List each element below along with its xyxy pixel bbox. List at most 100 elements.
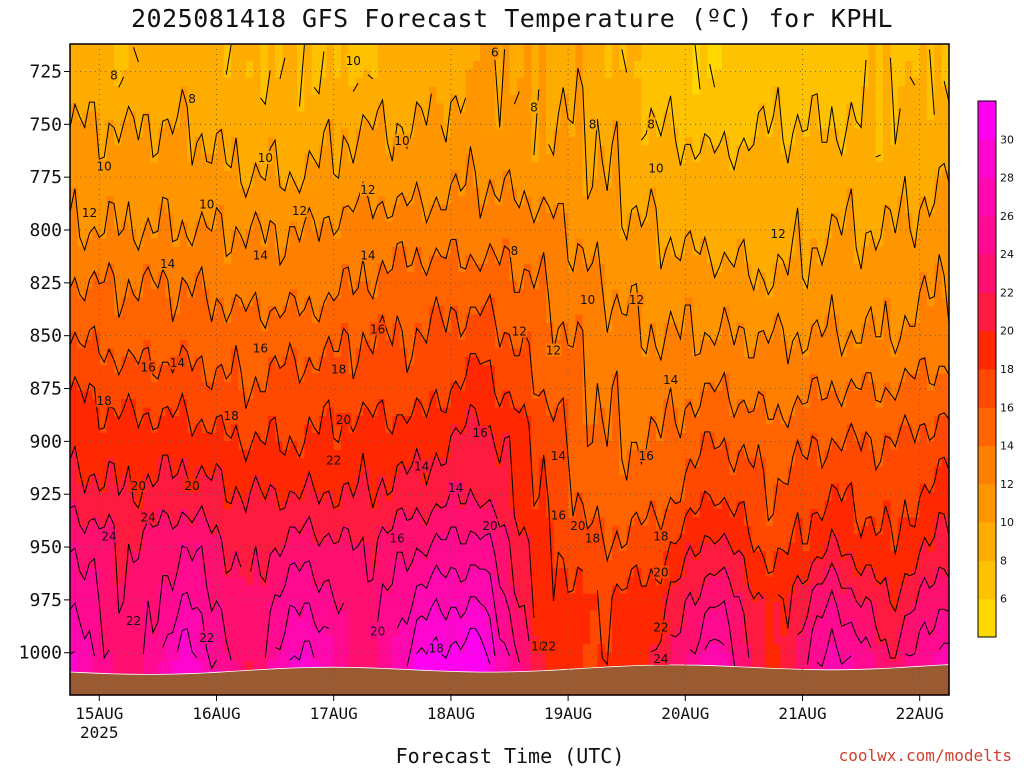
field-cell (450, 618, 459, 628)
field-cell (209, 483, 218, 493)
field-cell (245, 407, 254, 417)
field-cell (399, 585, 408, 595)
field-cell (516, 255, 525, 265)
field-cell (355, 475, 364, 485)
field-cell (194, 196, 203, 206)
field-cell (99, 246, 108, 256)
field-cell (414, 230, 423, 240)
field-cell (531, 230, 540, 240)
field-cell (472, 111, 481, 121)
field-cell (150, 399, 159, 409)
field-cell (157, 103, 166, 113)
field-cell (472, 644, 481, 654)
field-cell (363, 331, 371, 341)
field-cell (465, 551, 474, 561)
field-cell (157, 492, 166, 502)
field-cell (538, 297, 547, 307)
field-cell (275, 559, 284, 569)
field-cell (245, 373, 254, 383)
field-cell (304, 86, 313, 96)
field-cell (465, 331, 474, 341)
field-cell (370, 204, 379, 214)
field-cell (363, 339, 371, 349)
field-cell (297, 162, 305, 172)
field-cell (157, 517, 166, 527)
field-cell (465, 509, 474, 519)
field-cell (99, 382, 108, 392)
field-cell (253, 60, 262, 70)
field-cell (502, 120, 511, 130)
field-cell (253, 289, 262, 299)
field-cell (253, 69, 262, 79)
field-cell (253, 534, 262, 544)
field-cell (392, 246, 401, 256)
field-cell (363, 77, 371, 87)
field-cell (77, 246, 86, 256)
field-cell (472, 517, 481, 527)
field-cell (538, 230, 547, 240)
field-cell (465, 52, 474, 62)
field-cell (370, 449, 379, 459)
field-cell (355, 542, 364, 552)
field-cell (399, 449, 408, 459)
field-cell (128, 644, 137, 654)
field-cell (165, 585, 174, 595)
field-cell (509, 297, 518, 307)
field-cell (187, 585, 196, 595)
field-cell (209, 585, 218, 595)
field-cell (70, 196, 78, 206)
field-cell (179, 610, 188, 620)
field-cell (187, 424, 196, 434)
field-cell (502, 466, 511, 476)
field-cell (465, 441, 474, 451)
field-cell (297, 416, 305, 426)
field-cell (414, 120, 423, 130)
field-cell (531, 652, 540, 662)
field-cell (194, 373, 203, 383)
field-cell (465, 69, 474, 79)
field-cell (231, 627, 240, 637)
field-cell (392, 187, 401, 197)
field-cell (150, 661, 159, 671)
field-cell (172, 559, 181, 569)
field-cell (99, 187, 108, 197)
field-cell (121, 568, 130, 578)
field-cell (458, 272, 467, 282)
field-cell (406, 280, 415, 290)
field-cell (260, 635, 269, 645)
field-cell (216, 179, 225, 189)
field-cell (253, 314, 262, 324)
field-cell (333, 610, 342, 620)
field-cell (267, 399, 276, 409)
field-cell (179, 306, 188, 316)
field-cell (333, 331, 342, 341)
field-cell (289, 213, 298, 223)
field-cell (209, 145, 218, 155)
field-cell (187, 213, 196, 223)
field-cell (253, 525, 262, 535)
field-cell (319, 255, 327, 265)
field-cell (458, 399, 467, 409)
field-cell (231, 52, 240, 62)
field-cell (531, 204, 540, 214)
field-cell (472, 449, 481, 459)
field-cell (179, 86, 188, 96)
field-cell (363, 542, 371, 552)
field-cell (70, 230, 78, 240)
field-cell (384, 120, 393, 130)
field-cell (333, 618, 342, 628)
field-cell (465, 517, 474, 527)
field-cell (333, 509, 342, 519)
field-cell (487, 323, 496, 333)
field-cell (77, 661, 86, 671)
field-cell (150, 77, 159, 87)
field-cell (84, 179, 93, 189)
field-cell (106, 424, 115, 434)
field-cell (70, 348, 78, 358)
field-cell (436, 297, 445, 307)
field-cell (487, 635, 496, 645)
field-cell (524, 204, 533, 214)
field-cell (465, 179, 474, 189)
field-cell (245, 661, 254, 671)
field-cell (333, 272, 342, 282)
